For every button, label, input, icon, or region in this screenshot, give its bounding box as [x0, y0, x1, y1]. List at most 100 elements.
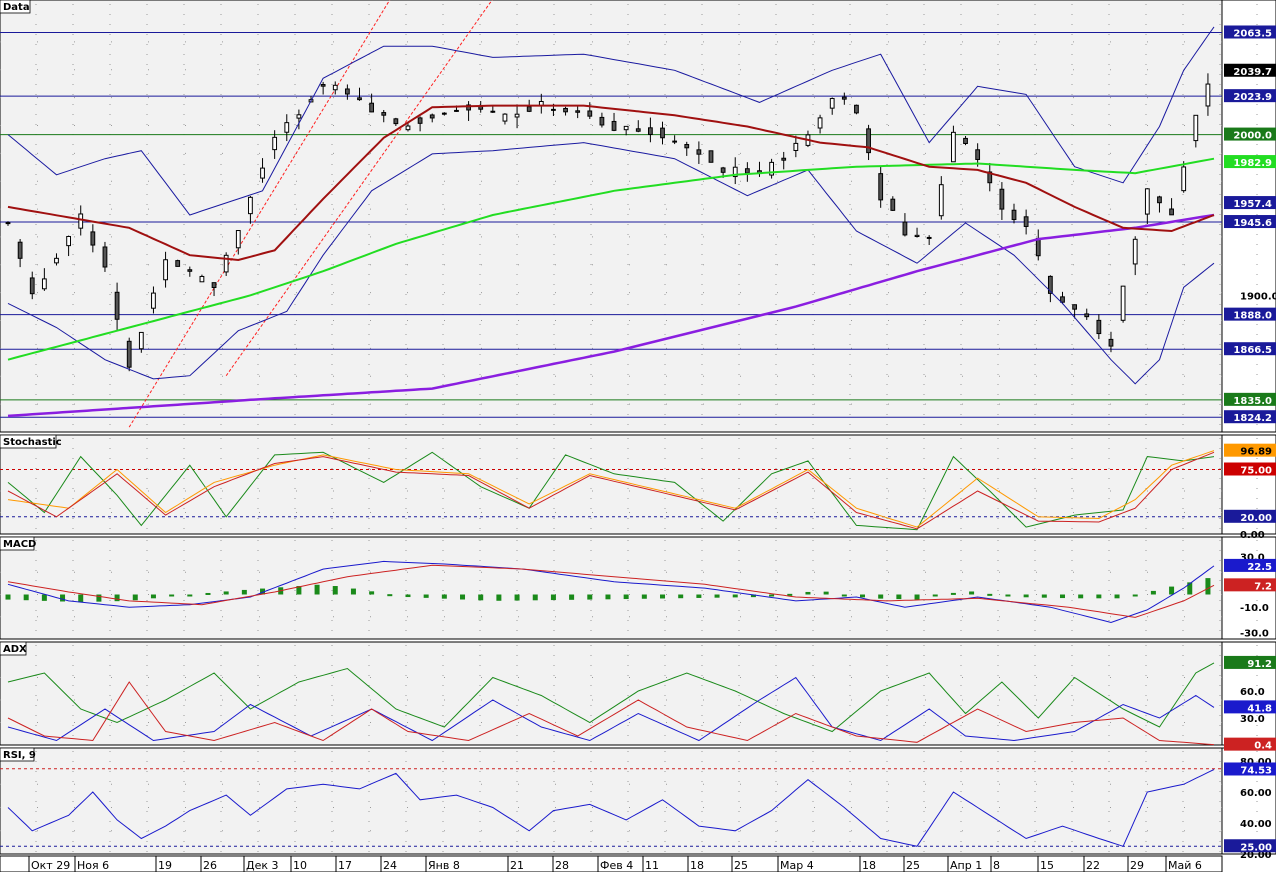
candle[interactable]: [938, 184, 944, 217]
candle[interactable]: [829, 98, 835, 109]
candle[interactable]: [563, 107, 568, 113]
candle[interactable]: [78, 213, 84, 229]
candle[interactable]: [344, 88, 350, 95]
candle[interactable]: [1169, 208, 1174, 216]
candle[interactable]: [732, 166, 738, 178]
candle[interactable]: [429, 114, 435, 119]
candle[interactable]: [90, 231, 96, 246]
candle[interactable]: [405, 125, 411, 131]
candle[interactable]: [1023, 216, 1029, 227]
candle[interactable]: [635, 128, 641, 132]
stochastic-panel[interactable]: 0.00 96.89 75.00 20.00: [0, 443, 1276, 541]
candle[interactable]: [951, 131, 956, 163]
candle[interactable]: [223, 254, 229, 273]
candle[interactable]: [793, 142, 799, 151]
candle[interactable]: [54, 257, 59, 264]
candle[interactable]: [769, 161, 774, 176]
candle[interactable]: [1157, 196, 1162, 204]
macd-panel[interactable]: 30.0 -10.0 -30.0 22.5 7.2: [5, 552, 1276, 640]
candle[interactable]: [41, 278, 47, 290]
candle[interactable]: [611, 120, 617, 131]
candle[interactable]: [1096, 319, 1102, 335]
candle[interactable]: [708, 150, 714, 163]
candle[interactable]: [1084, 313, 1090, 318]
candle[interactable]: [260, 167, 265, 179]
candle[interactable]: [5, 222, 11, 225]
candle[interactable]: [381, 112, 387, 116]
candle[interactable]: [126, 340, 132, 368]
adx-panel[interactable]: 60.0 30.0 91.2 41.8 0.4: [7, 655, 1276, 752]
candle[interactable]: [575, 110, 581, 113]
candle[interactable]: [454, 109, 459, 112]
candle[interactable]: [211, 282, 217, 289]
candle[interactable]: [1120, 285, 1126, 321]
candle[interactable]: [551, 108, 556, 111]
candle[interactable]: [1060, 296, 1065, 303]
candle[interactable]: [781, 157, 787, 161]
candle[interactable]: [854, 104, 859, 114]
candle[interactable]: [696, 149, 702, 155]
candle[interactable]: [744, 168, 750, 174]
candle[interactable]: [175, 260, 181, 267]
candle[interactable]: [163, 259, 168, 281]
candle[interactable]: [514, 113, 520, 118]
candle[interactable]: [672, 140, 678, 143]
candle[interactable]: [684, 144, 690, 149]
candle[interactable]: [987, 171, 993, 184]
candle[interactable]: [29, 277, 35, 295]
candle[interactable]: [841, 96, 847, 100]
candle[interactable]: [975, 149, 981, 160]
candle[interactable]: [490, 110, 496, 113]
candle[interactable]: [1144, 188, 1150, 215]
candle[interactable]: [1072, 304, 1078, 310]
candle[interactable]: [1132, 238, 1138, 265]
candle[interactable]: [114, 291, 120, 320]
candle[interactable]: [272, 136, 278, 151]
candle[interactable]: [963, 137, 968, 145]
candle[interactable]: [623, 125, 629, 131]
candle[interactable]: [660, 127, 665, 139]
candle[interactable]: [599, 116, 605, 126]
candle[interactable]: [1011, 209, 1017, 221]
candle[interactable]: [369, 102, 375, 113]
candle[interactable]: [357, 97, 362, 101]
candle[interactable]: [720, 167, 726, 173]
candle[interactable]: [648, 127, 653, 135]
candle[interactable]: [17, 241, 23, 259]
candle[interactable]: [817, 117, 823, 129]
candle[interactable]: [1181, 166, 1187, 192]
candle[interactable]: [1035, 237, 1041, 257]
candle[interactable]: [1193, 114, 1199, 142]
candle[interactable]: [151, 292, 156, 309]
candle[interactable]: [878, 173, 884, 201]
candle[interactable]: [138, 331, 144, 350]
candle[interactable]: [332, 84, 338, 91]
candle[interactable]: [248, 196, 253, 215]
candle[interactable]: [526, 106, 532, 112]
candle[interactable]: [296, 114, 302, 119]
candle[interactable]: [866, 128, 871, 154]
candle[interactable]: [466, 104, 471, 111]
candle[interactable]: [102, 246, 108, 268]
candle[interactable]: [417, 117, 423, 124]
price-panel[interactable]: 1900.0 2063.5 2039.7 2023.9 2000.0 1982.9 1957…: [0, 0, 1276, 428]
candle[interactable]: [441, 112, 447, 115]
candle[interactable]: [587, 110, 593, 117]
candle[interactable]: [890, 198, 896, 211]
candle[interactable]: [902, 221, 908, 236]
candle[interactable]: [1108, 338, 1114, 347]
candle[interactable]: [1047, 275, 1053, 294]
candle[interactable]: [1205, 83, 1211, 107]
candle[interactable]: [235, 230, 241, 249]
candle[interactable]: [502, 113, 508, 122]
candle[interactable]: [320, 84, 326, 87]
candle[interactable]: [66, 235, 71, 247]
candle[interactable]: [999, 188, 1005, 210]
candle[interactable]: [199, 275, 205, 283]
candle[interactable]: [187, 269, 193, 272]
candle[interactable]: [926, 236, 932, 239]
candle[interactable]: [393, 118, 399, 125]
candle[interactable]: [914, 234, 920, 237]
candle[interactable]: [284, 122, 290, 133]
